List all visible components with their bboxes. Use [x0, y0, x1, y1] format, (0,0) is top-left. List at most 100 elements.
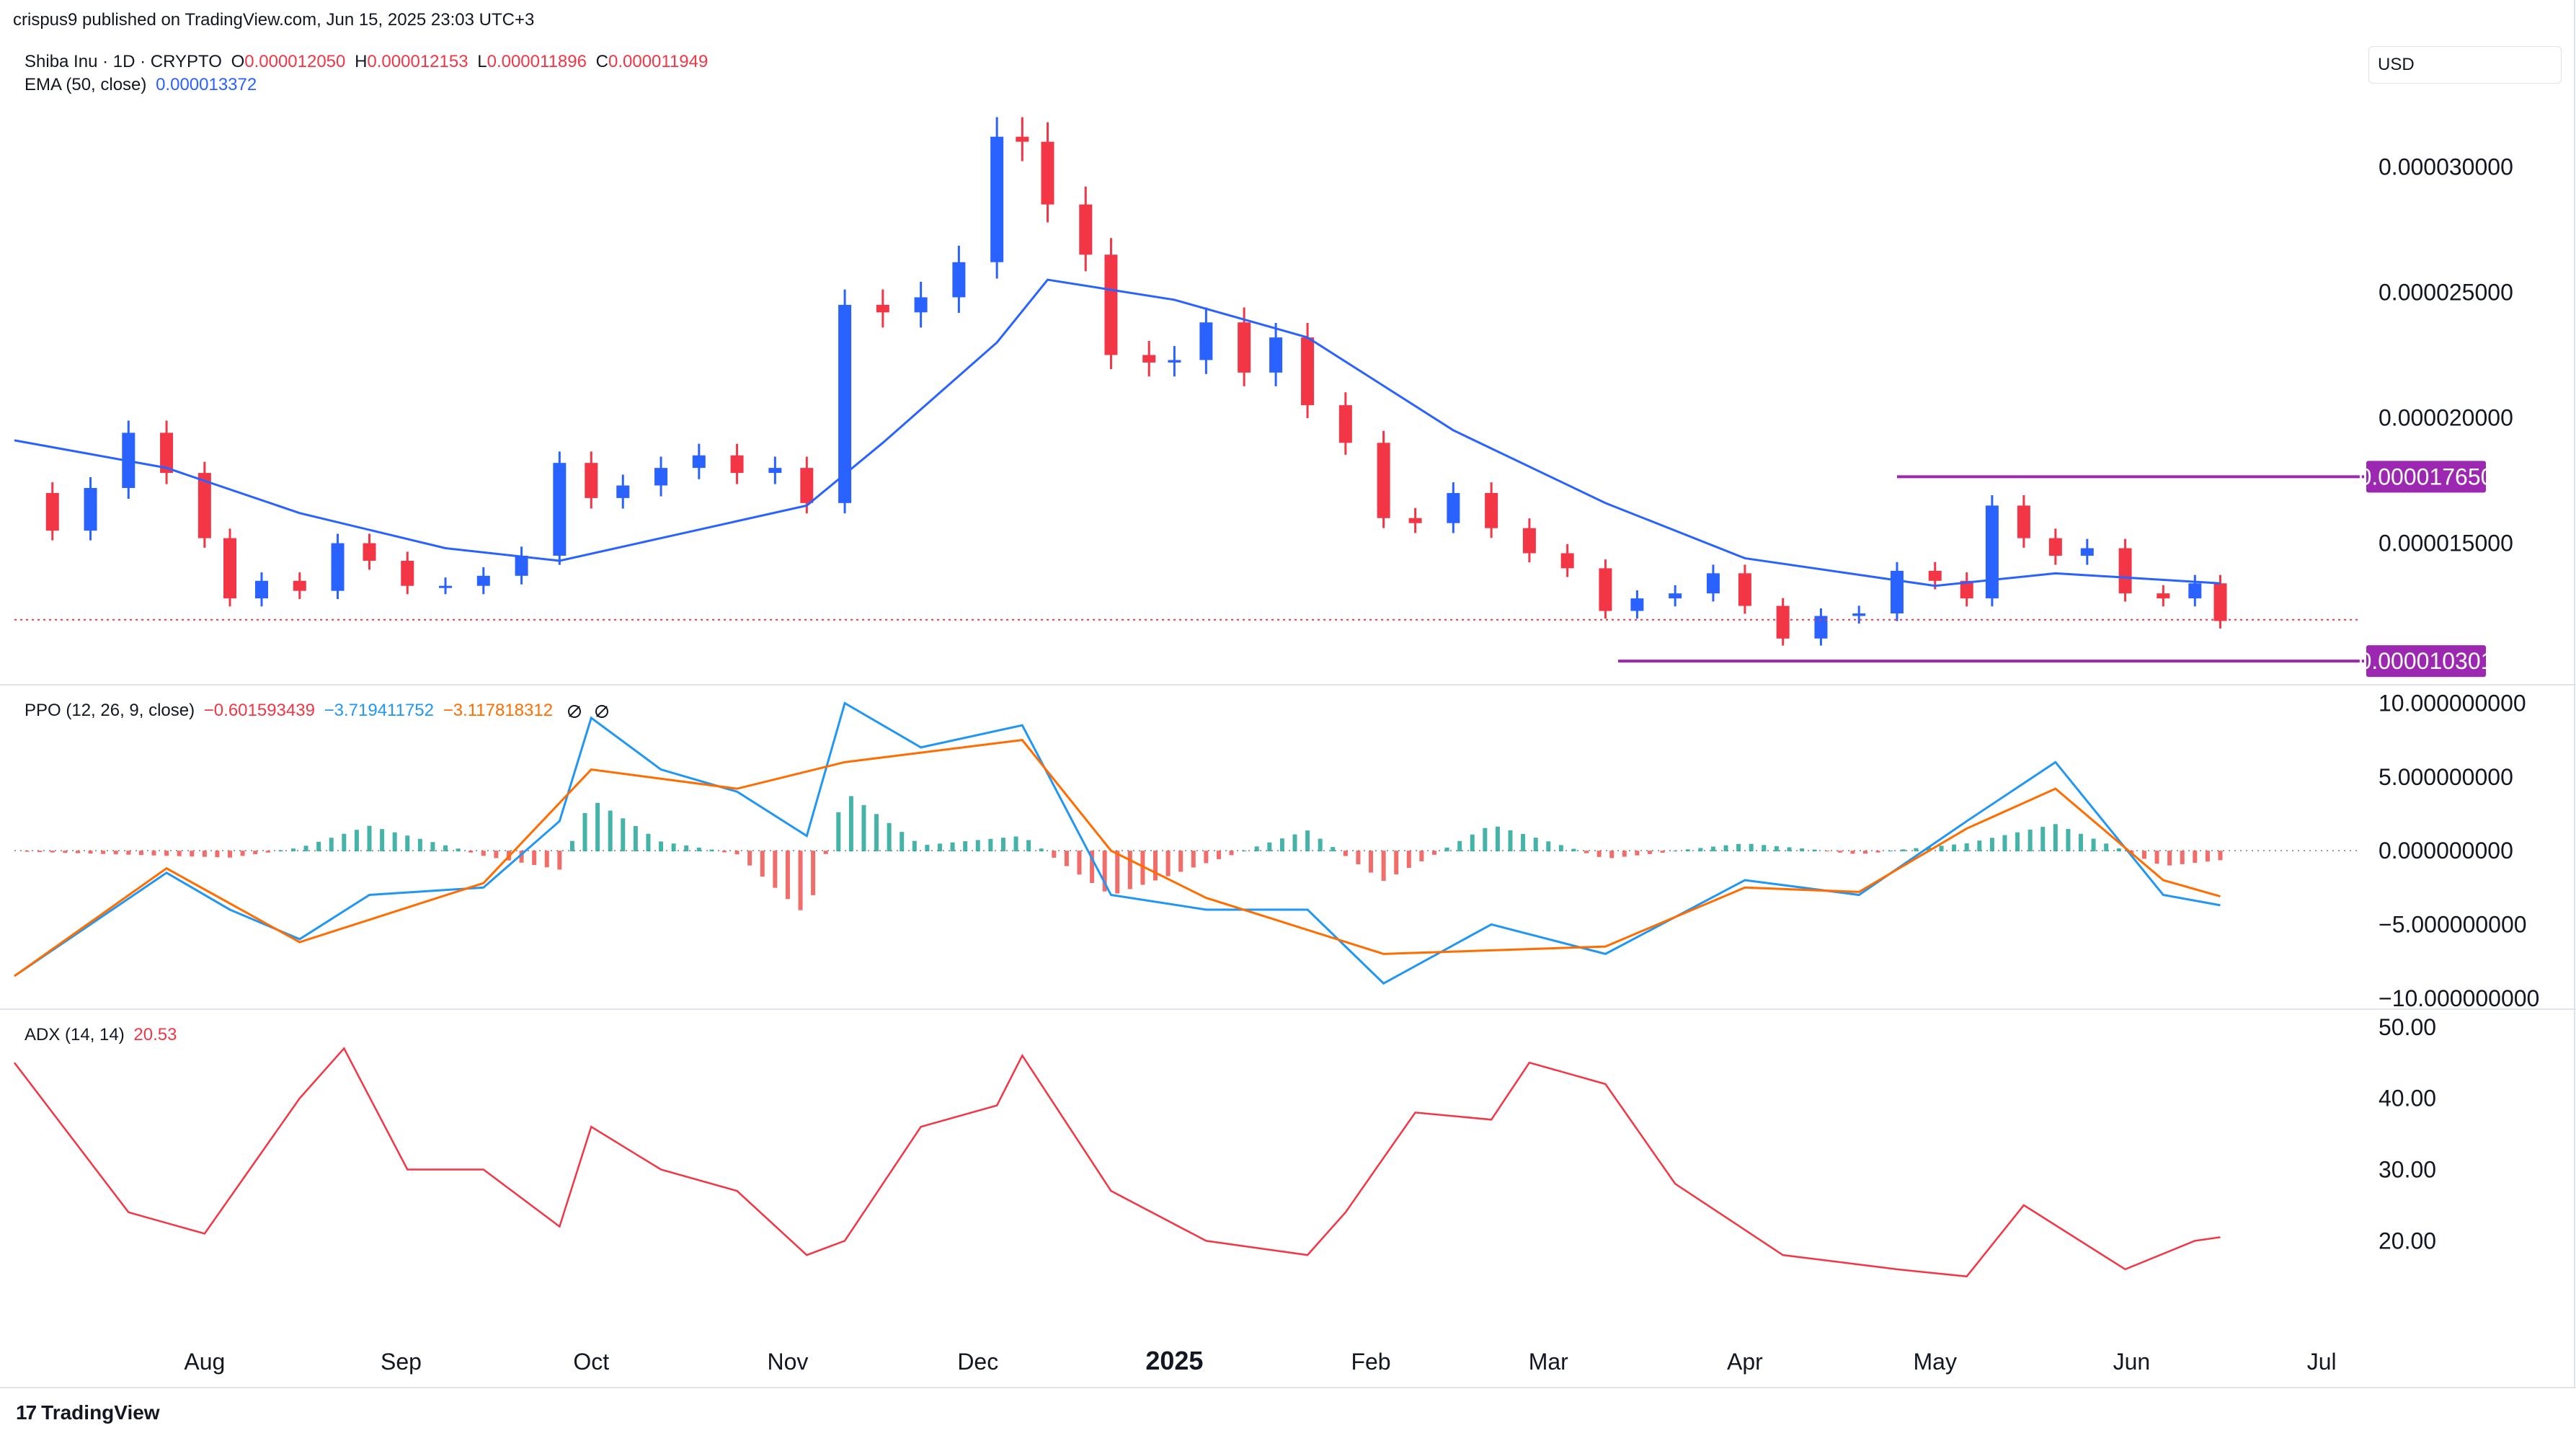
adx-tick-label: 30.00: [2379, 1157, 2436, 1183]
ppo-histogram-bar: [988, 838, 993, 852]
ppo-histogram-bar: [1381, 851, 1386, 882]
ppo-histogram-bar: [1850, 851, 1855, 854]
candle-body: [585, 463, 598, 498]
ohlc-l-value: 0.000011896: [487, 52, 587, 71]
ppo-tick-label: −10.000000000: [2379, 985, 2539, 1011]
ppo-histogram-bar: [621, 818, 626, 852]
ppo-tick-label: 10.000000000: [2379, 690, 2526, 716]
ppo-histogram-bar: [1939, 846, 1944, 852]
ppo-histogram-bar: [354, 830, 359, 852]
ppo-histogram-bar: [760, 851, 765, 877]
ohlc-h-value: 0.000012153: [367, 52, 468, 71]
ppo-histogram-bar: [50, 851, 55, 853]
time-tick-label: Dec: [957, 1349, 998, 1375]
ppo-histogram-bar: [1533, 838, 1538, 852]
adx-tick-label: 50.00: [2379, 1014, 2436, 1040]
ppo-histogram-bar: [1914, 848, 1919, 852]
time-tick-label: Aug: [184, 1349, 225, 1375]
ppo-histogram-bar: [798, 851, 803, 910]
candle-body: [1168, 360, 1181, 363]
ppo-histogram-bar: [582, 812, 587, 852]
candle-body: [914, 297, 928, 313]
ppo-histogram-bar: [316, 841, 321, 852]
tradingview-logo[interactable]: 17 TradingView: [16, 1401, 160, 1424]
ppo-histogram-bar: [1635, 851, 1640, 856]
ppo-histogram-bar: [1698, 848, 1703, 852]
ppo-histogram-bar: [633, 825, 638, 852]
ppo-histogram-bar: [101, 851, 106, 854]
ppo-histogram-bar: [709, 849, 714, 852]
ppo-histogram-bar: [2066, 829, 2071, 852]
time-tick-label: 2025: [1145, 1346, 1203, 1375]
candle-body: [1669, 593, 1682, 599]
candle-body: [1199, 322, 1213, 360]
ppo-histogram-bar: [1216, 851, 1221, 859]
ppo-histogram-bar: [608, 810, 613, 852]
ppo-histogram-bar: [975, 840, 980, 852]
candle-body: [1301, 337, 1315, 406]
candle-body: [1447, 492, 1460, 523]
currency-selector[interactable]: USD: [2368, 46, 2562, 84]
candle-body: [84, 487, 97, 531]
ppo-histogram-bar: [1774, 846, 1779, 852]
ohlc-o-value: 0.000012050: [244, 52, 346, 71]
candle-body: [1142, 355, 1156, 363]
ppo-histogram-bar: [240, 851, 245, 856]
hidden-eye-icon[interactable]: [567, 704, 581, 718]
ppo-histogram-bar: [569, 840, 574, 852]
ppo-histogram-bar: [215, 851, 220, 858]
ppo-histogram-bar: [887, 822, 892, 852]
ppo-histogram-bar: [1647, 851, 1652, 854]
ppo-histogram-bar: [1901, 849, 1906, 852]
ppo-label: PPO (12, 26, 9, close): [25, 701, 195, 720]
ppo-histogram-bar: [1495, 826, 1500, 852]
adx-tick-label: 40.00: [2379, 1086, 2436, 1112]
published-line: crispus9 published on TradingView.com, J…: [13, 10, 535, 30]
level-label-bg: [2366, 645, 2486, 678]
ppo-histogram-bar: [88, 851, 93, 854]
ppo-histogram-bar: [113, 851, 118, 855]
ppo-histogram-bar: [1596, 851, 1602, 857]
candle-body: [1706, 573, 1720, 594]
ppo-histogram-bar: [2116, 848, 2121, 852]
adx-value: 20.53: [133, 1025, 177, 1044]
candle-body: [838, 304, 852, 503]
ppo-histogram-bar: [1064, 851, 1069, 866]
ppo-histogram-bar: [392, 832, 397, 852]
ppo-histogram-bar: [367, 825, 372, 852]
ppo-histogram-bar: [290, 848, 296, 852]
ppo-histogram-bar: [963, 841, 968, 852]
ppo-histogram-bar: [1749, 843, 1754, 852]
time-tick-label: Apr: [1727, 1349, 1763, 1375]
ohlc-c-label: C: [595, 52, 608, 71]
candle-body: [293, 580, 306, 591]
ppo-histogram-bar: [138, 851, 143, 856]
ppo-histogram-bar: [1000, 838, 1005, 852]
ppo-tick-label: 5.000000000: [2379, 764, 2513, 790]
ppo-value-3: −3.117818312: [443, 701, 554, 720]
candle-body: [254, 580, 268, 599]
candle-body: [2213, 583, 2227, 621]
ppo-line: [14, 701, 2221, 985]
time-tick-label: Feb: [1351, 1349, 1390, 1375]
ppo-histogram-bar: [1153, 851, 1158, 881]
candle-body: [1104, 254, 1118, 355]
candle-body: [476, 575, 490, 586]
ppo-histogram-bar: [1685, 849, 1690, 852]
ppo-histogram-bar: [912, 840, 917, 852]
ppo-histogram-bar: [177, 851, 182, 856]
ppo-histogram-bar: [2040, 827, 2046, 852]
ohlc-h-label: H: [355, 52, 368, 71]
candle-body: [1041, 141, 1054, 205]
candle-body: [1485, 492, 1498, 528]
ohlc-c-value: 0.000011949: [608, 52, 709, 71]
ppo-histogram-bar: [63, 851, 68, 853]
candle-body: [730, 455, 744, 474]
ppo-histogram-bar: [557, 851, 562, 870]
candle-body: [439, 585, 453, 588]
ppo-histogram-bar: [2053, 824, 2058, 852]
ppo-value-2: −3.719411752: [324, 701, 435, 720]
hidden-eye-icon-2[interactable]: [595, 704, 609, 718]
ppo-histogram-bar: [1762, 845, 1767, 852]
